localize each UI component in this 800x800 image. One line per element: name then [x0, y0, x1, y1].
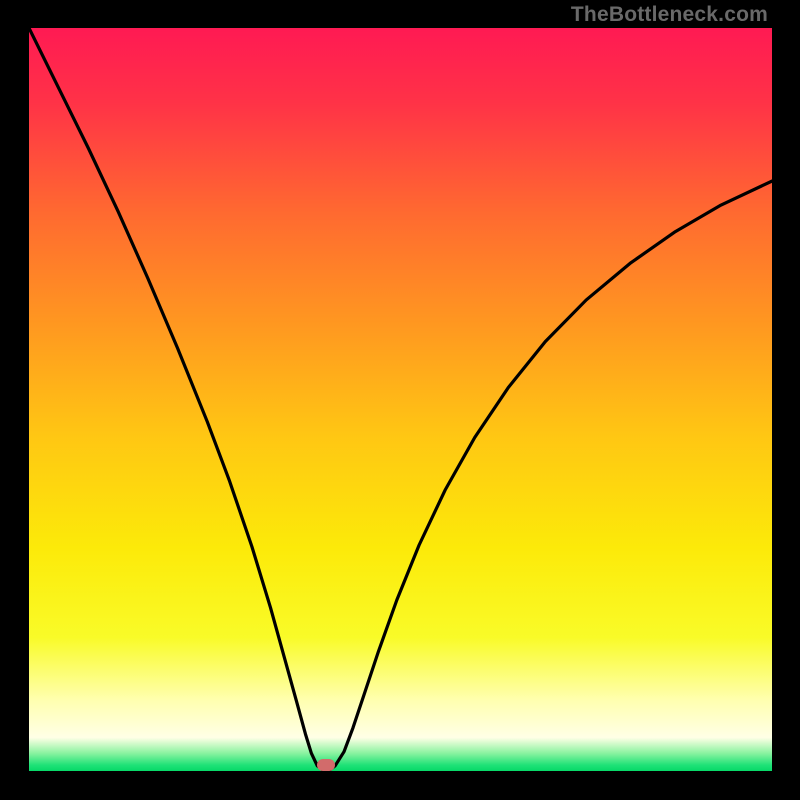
minimum-marker	[317, 759, 335, 771]
chart-frame: TheBottleneck.com	[0, 0, 800, 800]
watermark-text: TheBottleneck.com	[571, 3, 768, 27]
plot-area	[29, 28, 772, 772]
bottleneck-curve	[29, 28, 772, 771]
